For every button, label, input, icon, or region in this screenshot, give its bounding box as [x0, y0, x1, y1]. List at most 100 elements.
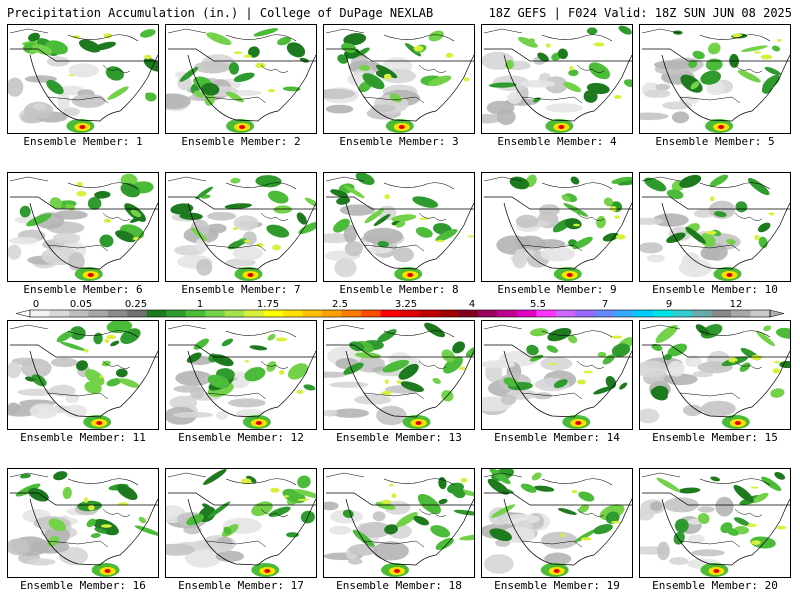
- precipitation-map: [166, 324, 316, 429]
- ensemble-member-label: Ensemble Member: 15: [652, 431, 778, 444]
- ensemble-member-map: [481, 172, 633, 282]
- ensemble-member-label: Ensemble Member: 12: [178, 431, 304, 444]
- ensemble-member-label: Ensemble Member: 17: [178, 579, 304, 592]
- colorbar-tick-label: 0: [33, 299, 39, 310]
- ensemble-member-map: [481, 320, 633, 430]
- ensemble-member-map: [165, 172, 317, 282]
- colorbar-segment: [555, 310, 576, 317]
- colorbar-segment: [263, 310, 284, 317]
- precipitation-map: [8, 471, 158, 577]
- colorbar-tick-label: 3.25: [395, 299, 417, 310]
- colorbar-tick-label: 5.5: [530, 299, 546, 310]
- ensemble-member-label: Ensemble Member: 20: [652, 579, 778, 592]
- ensemble-member-map: [323, 172, 475, 282]
- precipitation-map: [324, 28, 474, 133]
- colorbar-segment: [224, 310, 245, 317]
- ensemble-member-label: Ensemble Member: 5: [655, 135, 775, 148]
- chart-title: Precipitation Accumulation (in.) | Colle…: [7, 6, 434, 20]
- ensemble-member-map: [7, 24, 159, 134]
- colorbar-segment: [146, 310, 167, 317]
- ensemble-member-label: Ensemble Member: 11: [20, 431, 146, 444]
- ensemble-member-label: Ensemble Member: 7: [181, 283, 301, 296]
- colorbar-left-arrow: [15, 309, 31, 318]
- colorbar-segment: [185, 310, 206, 317]
- precipitation-map: [482, 25, 632, 133]
- colorbar-tick-label: 1: [197, 299, 203, 310]
- colorbar-segment: [302, 310, 323, 317]
- ensemble-member-label: Ensemble Member: 18: [336, 579, 462, 592]
- colorbar-segment: [614, 310, 634, 317]
- colorbar-tick-label: 0.05: [70, 299, 92, 310]
- ensemble-member-label: Ensemble Member: 2: [181, 135, 301, 148]
- colorbar-segment: [49, 310, 70, 317]
- ensemble-member-map: [165, 320, 317, 430]
- ensemble-member-label: Ensemble Member: 1: [23, 135, 143, 148]
- colorbar-segment: [731, 310, 751, 317]
- ensemble-member-label: Ensemble Member: 9: [497, 283, 617, 296]
- precipitation-map: [640, 472, 790, 577]
- ensemble-member-map: [639, 468, 791, 578]
- colorbar-segment: [68, 310, 89, 317]
- precipitation-map: [324, 173, 474, 281]
- precipitation-map: [8, 321, 158, 429]
- colorbar-tick-label: 1.75: [257, 299, 279, 310]
- colorbar-segment: [536, 310, 557, 317]
- colorbar-segment: [516, 310, 537, 317]
- precipitation-map: [482, 324, 632, 429]
- ensemble-member-map: [481, 24, 633, 134]
- precipitation-map: [640, 28, 790, 133]
- colorbar-segment: [672, 310, 693, 317]
- colorbar-tick-label: 4: [469, 299, 475, 310]
- ensemble-member-label: Ensemble Member: 16: [20, 579, 146, 592]
- colorbar-segment: [653, 310, 673, 317]
- colorbar-tick-label: 0.25: [125, 299, 147, 310]
- colorbar-segment: [205, 310, 226, 317]
- ensemble-member-label: Ensemble Member: 8: [339, 283, 459, 296]
- colorbar-segment: [750, 310, 771, 317]
- colorbar-segment: [283, 310, 303, 317]
- colorbar-segment: [400, 310, 420, 317]
- colorbar-segment: [692, 310, 712, 317]
- precipitation-map: [166, 28, 316, 133]
- colorbar-segment: [458, 310, 479, 317]
- colorbar-tick-label: 7: [602, 299, 608, 310]
- ensemble-member-label: Ensemble Member: 4: [497, 135, 617, 148]
- precipitation-map: [640, 324, 790, 429]
- ensemble-member-label: Ensemble Member: 6: [23, 283, 143, 296]
- precipitation-map: [482, 469, 632, 577]
- ensemble-member-map: [165, 24, 317, 134]
- ensemble-member-map: [323, 468, 475, 578]
- precipitation-map: [8, 28, 158, 133]
- ensemble-member-map: [7, 172, 159, 282]
- colorbar-segment: [107, 310, 128, 317]
- colorbar-tick-label: 12: [730, 299, 743, 310]
- ensemble-member-map: [323, 320, 475, 430]
- colorbar-segment: [380, 310, 401, 317]
- precipitation-map: [167, 175, 316, 281]
- colorbar-segment: [633, 310, 654, 317]
- colorbar-segment: [341, 310, 362, 317]
- ensemble-member-map: [639, 24, 791, 134]
- ensemble-member-map: [481, 468, 633, 578]
- colorbar-segment: [711, 310, 732, 317]
- colorbar-segment: [594, 310, 615, 317]
- run-info: 18Z GEFS | F024 Valid: 18Z SUN JUN 08 20…: [488, 6, 792, 20]
- precipitation-map: [324, 472, 474, 577]
- ensemble-member-map: [323, 24, 475, 134]
- ensemble-member-label: Ensemble Member: 3: [339, 135, 459, 148]
- colorbar-segment: [477, 310, 498, 317]
- colorbar-right-arrow: [769, 309, 785, 318]
- colorbar-tick-label: 9: [666, 299, 672, 310]
- ensemble-member-map: [7, 320, 159, 430]
- colorbar-segment: [361, 310, 381, 317]
- colorbar-tick-label: 2.5: [332, 299, 348, 310]
- precipitation-map: [166, 469, 316, 577]
- colorbar-segment: [322, 310, 342, 317]
- colorbar-segment: [575, 310, 596, 317]
- colorbar-segment: [88, 310, 109, 317]
- ensemble-member-label: Ensemble Member: 10: [652, 283, 778, 296]
- ensemble-member-map: [7, 468, 159, 578]
- colorbar-segment: [419, 310, 440, 317]
- colorbar-segment: [127, 310, 148, 317]
- ensemble-member-map: [639, 172, 791, 282]
